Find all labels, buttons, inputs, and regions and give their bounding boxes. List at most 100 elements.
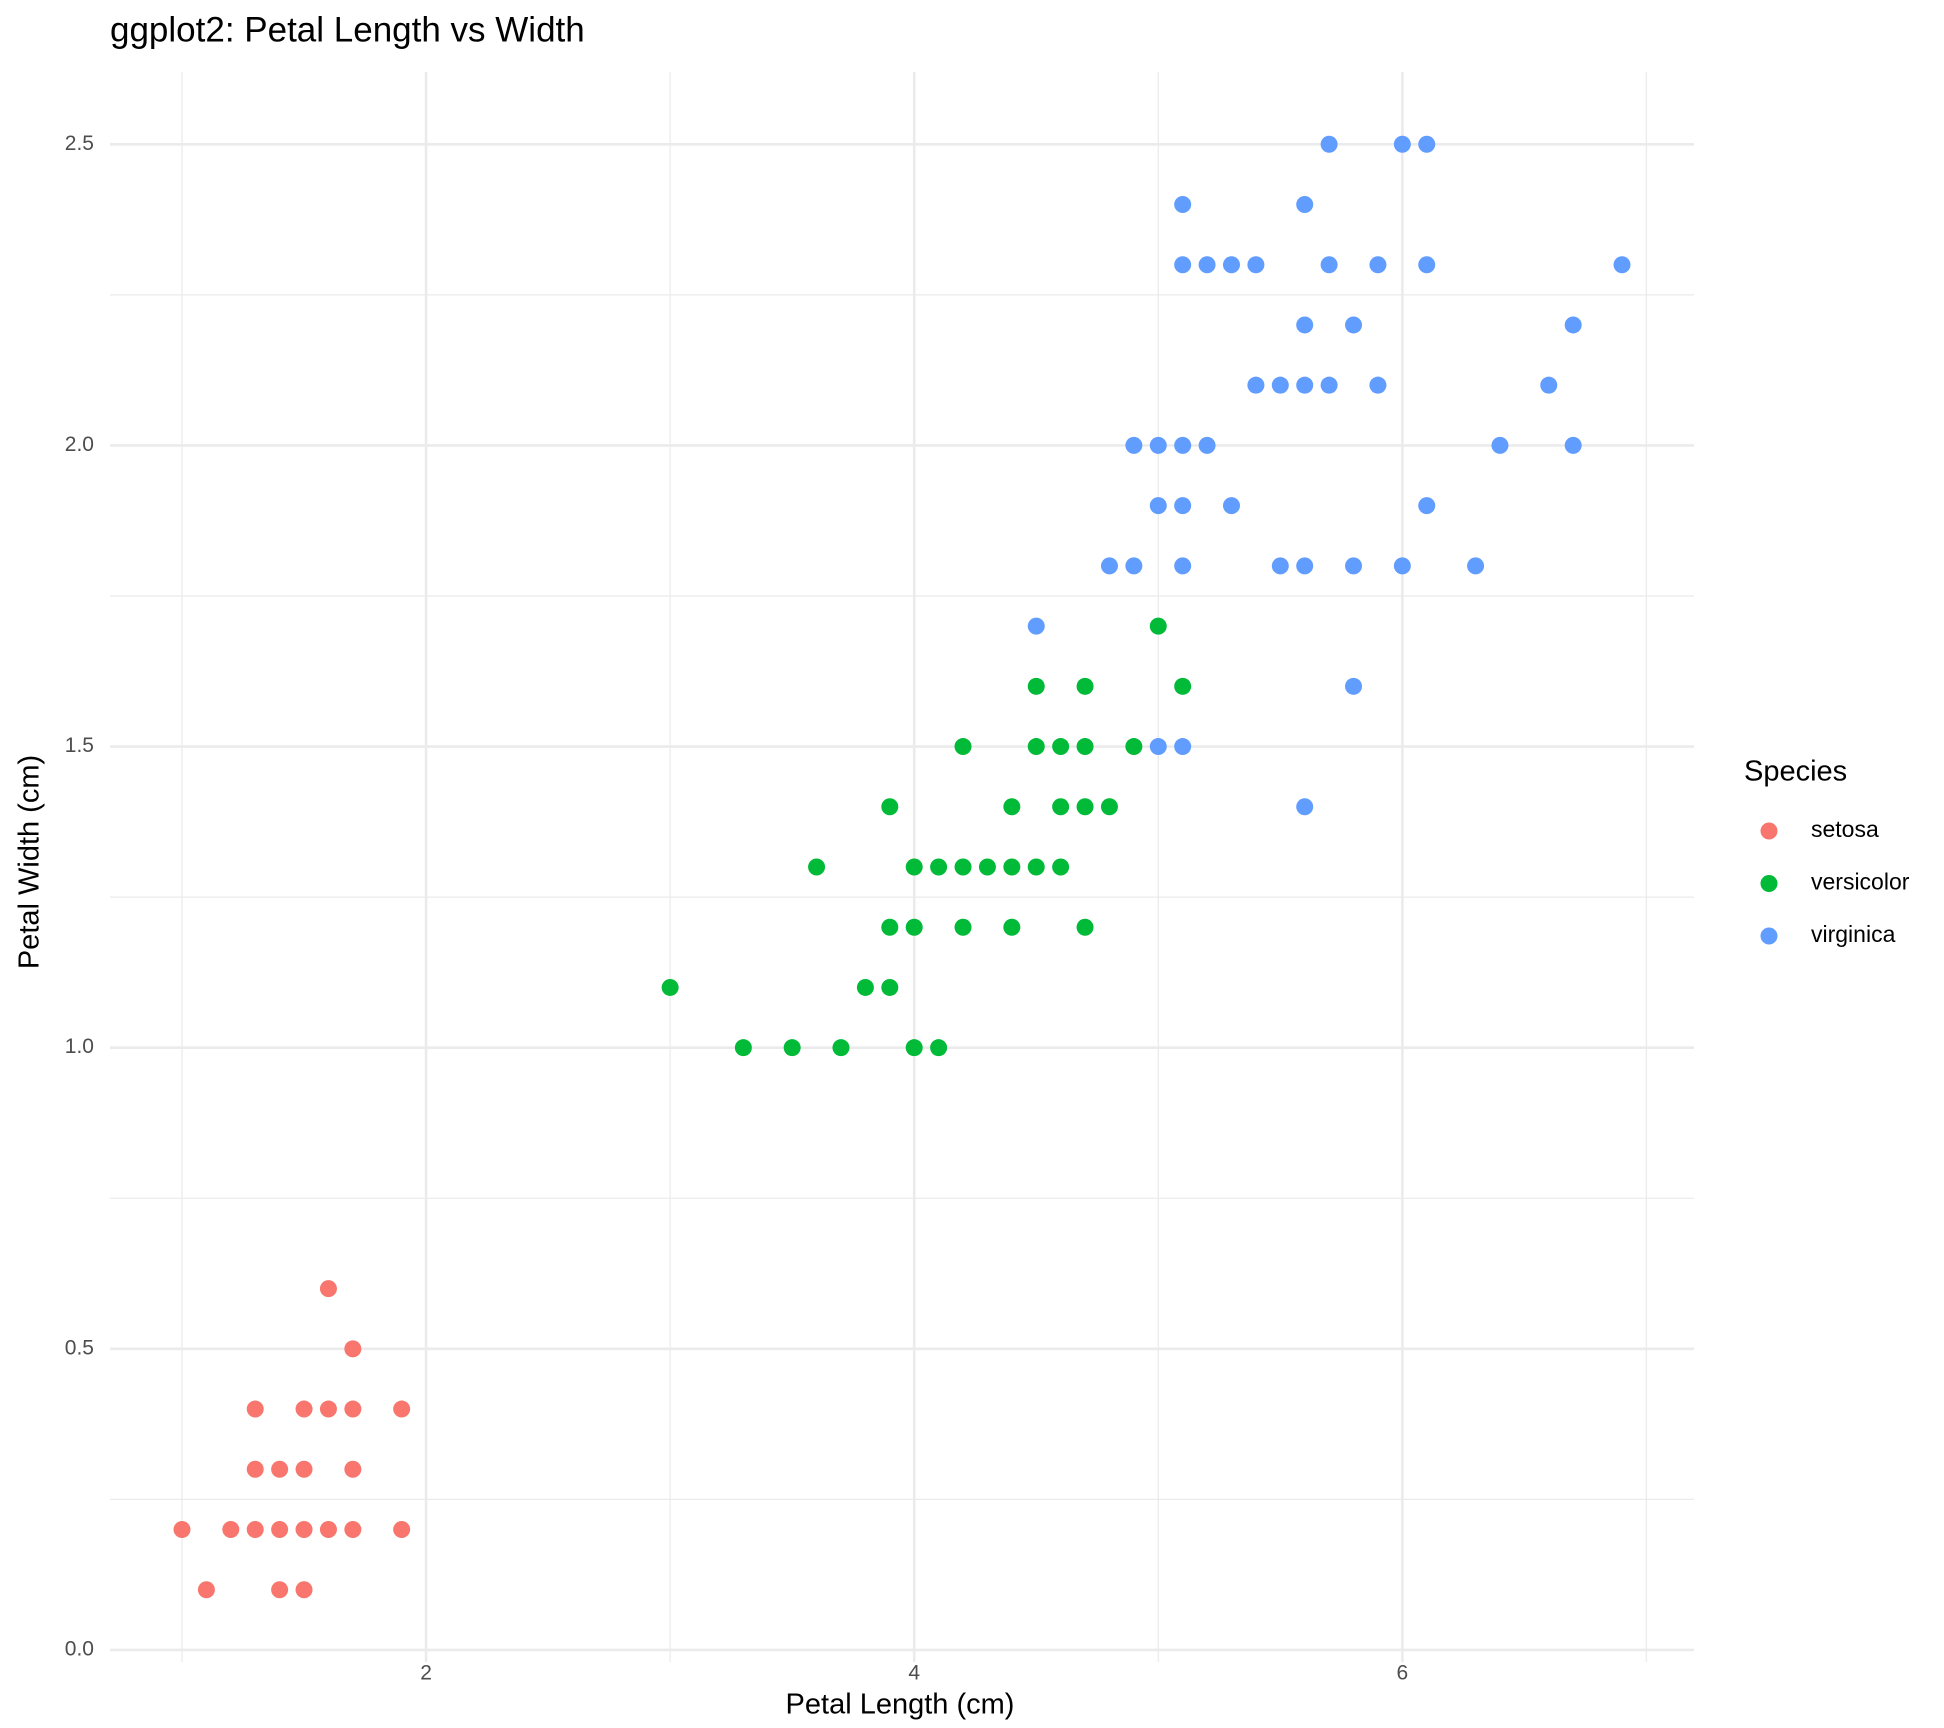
y-tick-label: 0.5 [65, 1336, 94, 1359]
point [344, 1340, 362, 1358]
y-tick-label: 2.5 [65, 132, 94, 155]
point [1271, 376, 1289, 394]
point [271, 1460, 289, 1478]
point [295, 1460, 313, 1478]
point [319, 1400, 337, 1418]
point [1247, 376, 1265, 394]
point [1296, 798, 1314, 816]
point [734, 1039, 752, 1057]
point [1076, 677, 1094, 695]
point [1174, 557, 1192, 575]
legend-title: Species [1744, 756, 1847, 788]
y-tick-label: 1.0 [65, 1035, 94, 1058]
legend-key [1760, 822, 1778, 840]
point [954, 738, 972, 756]
point [319, 1521, 337, 1538]
y-tick-label: 2.0 [65, 433, 94, 456]
point [173, 1521, 191, 1538]
point [930, 1039, 948, 1057]
x-tick-label: 6 [1396, 1662, 1408, 1685]
point [905, 858, 923, 876]
point [1393, 135, 1411, 153]
point [1247, 256, 1265, 274]
legend-label: virginica [1811, 921, 1896, 947]
point [393, 1521, 411, 1538]
point [1076, 918, 1094, 936]
point [1027, 677, 1045, 695]
point [1125, 557, 1143, 575]
point [1198, 256, 1216, 274]
point [1149, 738, 1167, 756]
point [1003, 858, 1021, 876]
point [246, 1521, 264, 1538]
point [1198, 436, 1216, 454]
point [1100, 798, 1118, 816]
point [1003, 798, 1021, 816]
point [1540, 376, 1558, 394]
chart-title: ggplot2: Petal Length vs Width [110, 10, 585, 49]
point [1003, 918, 1021, 936]
point [1296, 376, 1314, 394]
point [1345, 316, 1363, 334]
point [881, 798, 899, 816]
point [1564, 436, 1582, 454]
point [1467, 557, 1485, 575]
point [271, 1521, 289, 1538]
point [832, 1039, 850, 1057]
point [1418, 135, 1436, 153]
point [319, 1280, 337, 1298]
point [1296, 316, 1314, 334]
point [881, 918, 899, 936]
point [1369, 376, 1387, 394]
point [1418, 256, 1436, 274]
point [1149, 617, 1167, 635]
point [1491, 436, 1509, 454]
point [1564, 316, 1582, 334]
point [246, 1460, 264, 1478]
point [295, 1400, 313, 1418]
legend-key [1760, 875, 1778, 892]
point [856, 978, 874, 996]
point [1320, 376, 1338, 394]
point [783, 1039, 801, 1057]
point [1320, 256, 1338, 274]
point [1393, 557, 1411, 575]
point [1174, 738, 1192, 756]
point [1052, 738, 1070, 756]
x-tick-label: 4 [908, 1662, 920, 1685]
point [1418, 497, 1436, 515]
point [1125, 436, 1143, 454]
point [1345, 557, 1363, 575]
point [1296, 557, 1314, 575]
point [1174, 436, 1192, 454]
x-axis-title: Petal Length (cm) [786, 1689, 1015, 1721]
legend-label: setosa [1811, 816, 1879, 842]
point [344, 1400, 362, 1418]
point [1296, 196, 1314, 213]
point [295, 1581, 313, 1599]
point [930, 858, 948, 876]
point [1076, 738, 1094, 756]
point [1100, 557, 1118, 575]
point [344, 1460, 362, 1478]
point [1222, 497, 1240, 515]
point [1174, 196, 1192, 213]
point [1271, 557, 1289, 575]
point [295, 1521, 313, 1538]
point [197, 1581, 215, 1599]
point [246, 1400, 264, 1418]
point [954, 858, 972, 876]
point [1345, 677, 1363, 695]
point [661, 978, 679, 996]
point [1027, 617, 1045, 635]
point [1174, 497, 1192, 515]
point [1125, 738, 1143, 756]
y-axis-title: Petal Width (cm) [14, 755, 46, 969]
legend-label: versicolor [1811, 869, 1910, 895]
point [222, 1521, 240, 1538]
point [1027, 738, 1045, 756]
point [344, 1521, 362, 1538]
point [1076, 798, 1094, 816]
point [1613, 256, 1631, 274]
